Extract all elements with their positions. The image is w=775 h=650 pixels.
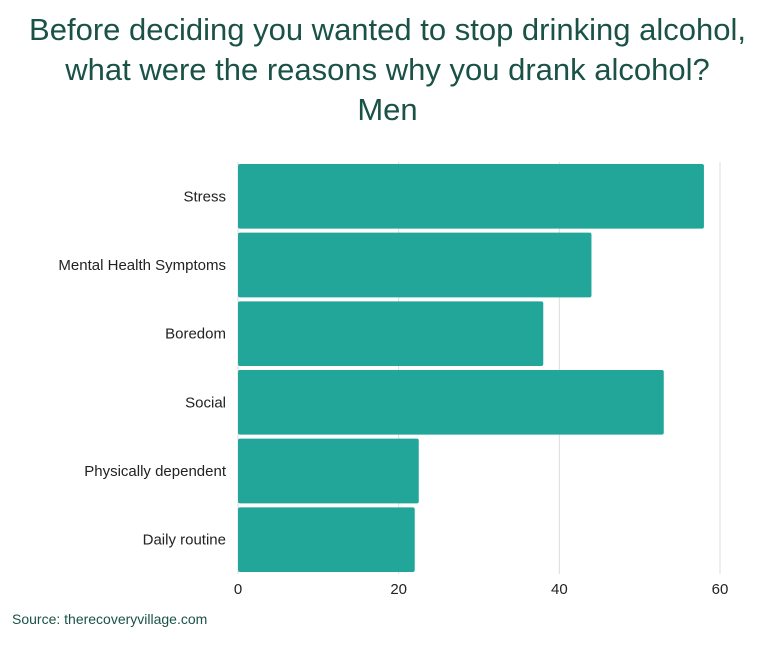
- category-label-5: Daily routine: [143, 532, 226, 549]
- x-tick-label-1: 20: [390, 581, 407, 598]
- title-line-2: what were the reasons why you drank alco…: [65, 52, 710, 87]
- x-tick-label-0: 0: [234, 581, 242, 598]
- category-label-0: Stress: [183, 188, 226, 205]
- x-tick-label-3: 60: [712, 581, 729, 598]
- title-line-3: Men: [357, 92, 418, 127]
- bar-4: [238, 438, 419, 504]
- source-note: Source: therecoveryvillage.com: [12, 611, 208, 627]
- bar-1: [238, 232, 592, 298]
- bar-3: [238, 370, 664, 435]
- category-label-3: Social: [185, 394, 226, 411]
- bar-0: [238, 164, 704, 229]
- chart-title: Before deciding you wanted to stop drink…: [0, 10, 775, 130]
- category-label-2: Boredom: [165, 326, 226, 343]
- bar-5: [238, 507, 415, 572]
- x-tick-label-2: 40: [551, 581, 568, 598]
- category-label-4: Physically dependent: [84, 463, 227, 480]
- title-line-1: Before deciding you wanted to stop drink…: [29, 12, 746, 47]
- category-label-1: Mental Health Symptoms: [58, 257, 226, 274]
- bar-2: [238, 301, 544, 366]
